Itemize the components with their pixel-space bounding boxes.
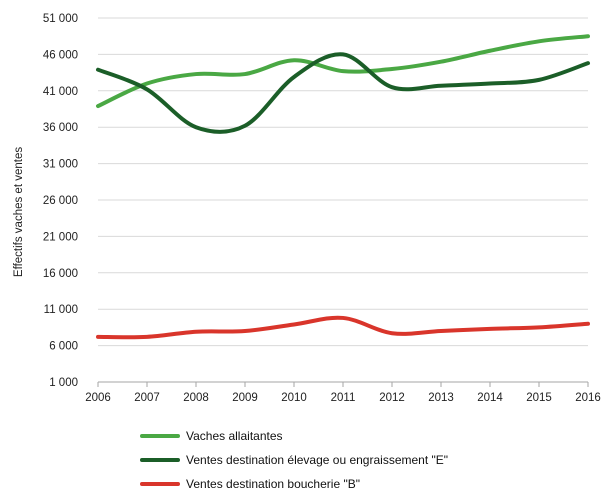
y-tick-label: 51 000 [43,13,78,25]
gridlines [98,17,588,347]
x-tick-label: 2016 [575,392,601,404]
y-tick-label: 26 000 [43,195,78,207]
legend-item: Ventes destination élevage ou engraissem… [140,448,448,472]
y-tick-label: 31 000 [43,159,78,171]
legend-item: Ventes destination boucherie "B" [140,472,448,496]
legend-swatch [140,434,180,438]
x-tick-label: 2014 [477,392,503,404]
y-tick-label: 36 000 [43,122,78,134]
legend-item: Vaches allaitantes [140,424,448,448]
x-tick-label: 2010 [281,392,307,404]
series-lines [96,34,590,340]
legend-swatch [140,482,180,486]
x-tick-label: 2007 [134,392,160,404]
legend-label: Ventes destination élevage ou engraissem… [186,453,449,467]
legend: Vaches allaitantes Ventes destination él… [140,424,448,496]
legend-swatch [140,458,180,462]
y-tick-label: 1 000 [49,377,78,389]
y-tick-label: 11 000 [44,304,78,316]
y-tick-label: 6 000 [49,341,78,353]
x-tick-label: 2011 [331,392,356,404]
legend-label: Vaches allaitantes [186,429,283,443]
y-axis-label: Effectifs vaches et ventes [13,147,25,277]
x-tick-label: 2012 [379,392,405,404]
y-tick-label: 21 000 [43,231,78,243]
x-axis-ticks: 2006 2007 2008 2009 2010 2011 2012 2013 2014 2015… [85,382,601,404]
y-tick-label: 16 000 [43,268,78,280]
chart: 1 000 6 000 11 000 16 000 21 000 26 000 31 000… [13,13,601,404]
series-line [96,52,590,134]
series-line [96,34,590,109]
series-line [96,315,590,340]
x-tick-label: 2013 [428,392,454,404]
x-tick-label: 2008 [183,392,209,404]
y-tick-label: 46 000 [43,49,78,61]
x-tick-label: 2009 [232,392,258,404]
y-tick-label: 41 000 [43,86,78,98]
y-axis-ticks: 1 000 6 000 11 000 16 000 21 000 26 000 31 000… [43,13,78,389]
x-tick-label: 2006 [85,392,111,404]
legend-label: Ventes destination boucherie "B" [186,477,360,491]
x-tick-label: 2015 [526,392,552,404]
